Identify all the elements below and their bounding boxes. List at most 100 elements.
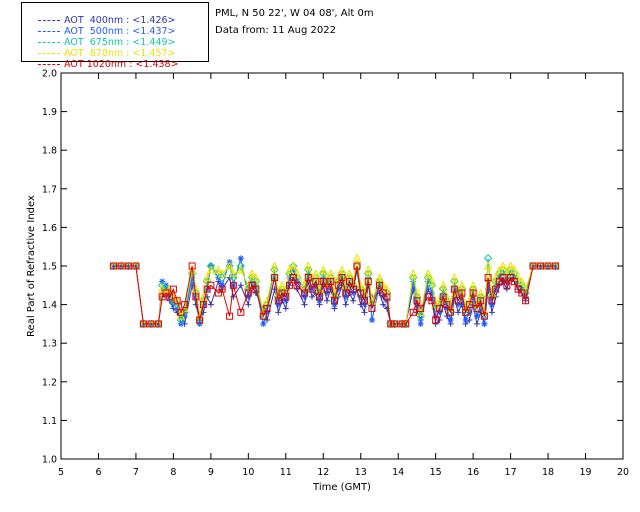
data-point — [436, 317, 443, 324]
data-point — [263, 304, 271, 312]
legend-swatch — [38, 31, 61, 32]
data-point — [537, 262, 545, 270]
data-point — [529, 262, 537, 270]
data-point — [199, 301, 207, 309]
data-point — [309, 293, 316, 300]
data-point — [413, 301, 420, 308]
data-point — [316, 297, 323, 304]
data-point — [383, 297, 390, 304]
data-point — [356, 280, 366, 289]
legend: AOT 400nm : <1.426> AOT 500nm : <1.437> … — [21, 2, 209, 70]
data-point — [162, 289, 170, 297]
data-point — [312, 277, 320, 285]
y-tick-label: 2.0 — [42, 69, 57, 80]
data-point — [379, 289, 387, 297]
y-tick-label: 1.0 — [42, 455, 57, 466]
data-point — [157, 284, 167, 293]
legend-entry-400: AOT 400nm : <1.426> — [26, 4, 176, 26]
data-point — [544, 262, 552, 270]
data-point — [226, 312, 234, 320]
data-point — [345, 269, 354, 278]
data-point — [188, 262, 196, 270]
data-point — [207, 301, 214, 308]
data-point — [443, 301, 451, 309]
data-point — [282, 305, 289, 312]
data-point — [480, 312, 488, 320]
data-point — [294, 286, 301, 293]
legend-entry-870: AOT 870nm : <1.457> — [26, 37, 176, 59]
data-point — [301, 301, 308, 308]
data-point — [473, 313, 480, 320]
data-point — [450, 285, 458, 293]
data-point — [335, 286, 342, 293]
x-tick-label: 9 — [208, 467, 214, 478]
x-tick-label: 19 — [579, 467, 591, 478]
data-point — [275, 301, 282, 308]
data-point — [476, 288, 485, 297]
data-point — [307, 273, 317, 282]
x-tick-label: 11 — [280, 467, 292, 478]
data-point — [274, 297, 282, 305]
x-tick-label: 5 — [58, 467, 64, 478]
x-tick-label: 16 — [467, 467, 479, 478]
data-point — [439, 293, 447, 301]
data-point — [229, 281, 237, 289]
data-point — [470, 293, 477, 300]
data-point — [481, 320, 488, 327]
data-point — [331, 301, 338, 308]
data-point — [316, 293, 324, 301]
y-tick-label: 1.1 — [42, 416, 57, 427]
data-point — [303, 261, 313, 270]
data-point — [308, 285, 316, 293]
data-point — [243, 280, 253, 289]
data-point — [387, 320, 395, 328]
series-4 — [109, 262, 560, 328]
data-point — [483, 261, 493, 270]
data-point — [139, 320, 147, 328]
data-point — [203, 285, 211, 293]
data-point — [499, 274, 507, 282]
data-point — [477, 301, 484, 308]
data-point — [214, 265, 223, 274]
data-point — [334, 281, 342, 289]
data-point — [390, 320, 398, 328]
legend-label: AOT 400nm : <1.426> — [64, 15, 176, 26]
data-point — [503, 286, 510, 293]
series-line — [113, 265, 556, 325]
data-point — [192, 293, 200, 301]
data-point — [492, 285, 500, 293]
series-3 — [109, 253, 560, 328]
data-point — [323, 285, 331, 293]
legend-label: AOT 870nm : <1.457> — [64, 48, 176, 59]
y-tick-label: 1.6 — [42, 223, 57, 234]
data-point — [375, 281, 383, 289]
data-point — [260, 320, 267, 327]
data-point — [436, 309, 443, 316]
data-point — [158, 293, 166, 301]
data-point — [412, 288, 422, 297]
data-point — [124, 262, 132, 270]
data-point — [450, 273, 459, 282]
data-point — [326, 269, 336, 278]
data-point — [191, 284, 201, 293]
data-point — [207, 281, 215, 289]
y-tick-label: 1.9 — [42, 107, 57, 118]
data-point — [248, 281, 256, 289]
data-point — [169, 292, 178, 301]
data-point — [488, 301, 495, 308]
data-point — [154, 320, 162, 328]
data-point — [225, 261, 234, 270]
data-point — [488, 297, 496, 305]
data-point — [502, 269, 512, 278]
data-point — [432, 320, 439, 327]
date-text: Data from: 11 Aug 2022 — [215, 25, 336, 36]
data-point — [428, 297, 436, 305]
data-point — [352, 253, 362, 262]
data-point — [236, 265, 246, 274]
x-tick-label: 10 — [242, 467, 254, 478]
legend-entry-675: AOT 675nm : <1.449> — [26, 26, 176, 48]
data-point — [522, 297, 530, 305]
legend-swatch — [38, 20, 61, 21]
data-point — [413, 297, 421, 305]
